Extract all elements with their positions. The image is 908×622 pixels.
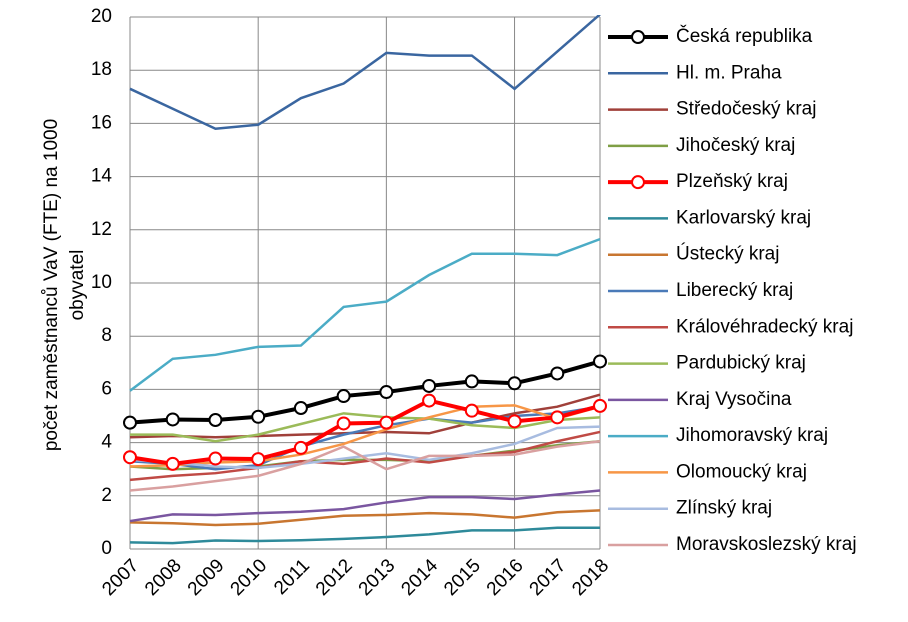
series-line [129,509,601,527]
point-marker [422,378,437,393]
x-tick-label: 2018 [568,555,613,600]
legend-label: Plzeňský kraj [676,171,788,192]
legend-marker [631,175,645,190]
point-marker [507,414,522,429]
point-marker [379,385,394,400]
x-tick-label: 2014 [397,555,442,600]
legend-label: Ústecký kraj [676,243,779,265]
x-tick-label: 2011 [270,555,314,599]
series-line [129,393,601,439]
point-marker [507,376,522,391]
y-tick-label: 6 [101,378,112,399]
series-line [129,404,601,468]
legend-label: Liberecký kraj [676,280,793,301]
y-tick-label: 0 [101,538,112,559]
series-line [129,359,601,425]
series-line [129,237,601,392]
y-tick-label: 12 [91,219,112,240]
x-tick-label: 2017 [526,555,571,600]
y-axis-label: obyvatel [67,250,88,321]
point-marker [550,410,565,425]
x-tick-label: 2007 [98,555,143,600]
legend-label: Česká republika [676,25,813,47]
point-marker [593,398,607,413]
y-tick-label: 14 [91,166,113,187]
point-marker [123,415,137,430]
point-marker [165,456,180,471]
point-marker [123,450,137,465]
point-marker [208,451,223,466]
point-marker [165,412,180,427]
y-axis-label: počet zaměstnanců VaV (FTE) na 1000 [41,119,62,451]
y-tick-label: 16 [91,112,112,133]
x-tick-label: 2012 [312,555,357,600]
y-tick-label: 18 [91,59,112,80]
point-marker [422,393,437,408]
x-tick-label: 2015 [440,555,485,600]
legend-label: Hl. m. Praha [676,62,782,83]
y-tick-label: 20 [91,6,112,27]
x-tick-label: 2013 [355,555,400,600]
plot-lines [123,15,607,545]
legend-label: Moravskoslezský kraj [676,534,857,555]
y-tick-label: 10 [91,272,112,293]
legend-label: Pardubický kraj [676,353,806,374]
point-marker [336,389,351,404]
x-tick-label: 2010 [227,555,272,600]
series-line [129,440,601,492]
y-tick-label: 2 [101,485,112,506]
legend-label: Olomoucký kraj [676,461,807,482]
legend-label: Jihočeský kraj [676,135,795,156]
legend-label: Královéhradecký kraj [676,316,853,337]
legend-label: Kraj Vysočina [676,389,792,410]
point-marker [379,415,394,430]
legend-marker [631,30,645,44]
point-marker [550,366,565,381]
series-line [129,425,601,470]
legend-label: Zlínský kraj [676,498,772,519]
point-marker [208,412,223,427]
point-marker [293,440,308,455]
series-line [129,430,601,482]
series-line [130,412,601,443]
series-line [129,15,601,130]
series-line [129,405,601,471]
point-marker [593,354,607,369]
point-marker [464,374,479,389]
series-line [129,489,601,523]
x-tick-label: 2008 [141,555,186,600]
series-line [129,526,600,545]
x-tick-label: 2016 [483,555,528,600]
point-marker [293,401,308,416]
series-line [129,398,601,466]
x-tick-label: 2009 [184,555,229,600]
point-marker [336,416,351,431]
point-marker [251,409,266,424]
legend-label: Jihomoravský kraj [676,425,828,446]
point-marker [251,452,266,467]
y-tick-label: 4 [101,432,112,453]
legend-label: Karlovarský kraj [676,207,811,228]
y-tick-label: 8 [101,325,112,346]
point-marker [464,403,479,418]
legend-label: Středočeský kraj [676,99,816,120]
